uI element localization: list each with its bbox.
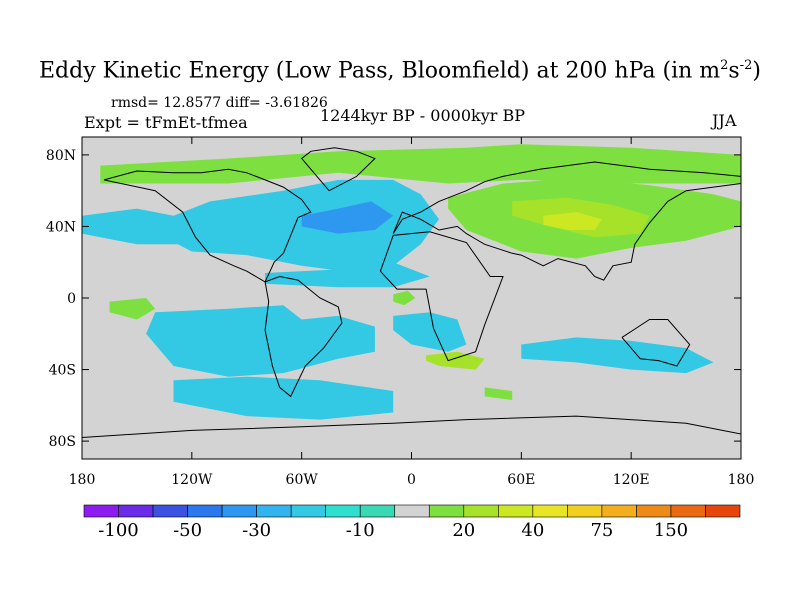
- title-close-paren: ): [752, 58, 761, 84]
- anomaly-region-s-indian-green-2: [484, 387, 513, 400]
- colorbar-swatch: [83, 504, 119, 518]
- colorbar-swatch: [394, 504, 430, 518]
- anomaly-region-w-africa-green: [393, 290, 416, 306]
- coastline-0: [103, 168, 312, 283]
- colorbar-swatch: [567, 504, 603, 518]
- anomaly-region-s-ocean-sector: [173, 376, 394, 420]
- x-tick-label: 120W: [171, 472, 213, 488]
- y-tick-label: 80S: [49, 434, 76, 450]
- colorbar-swatch: [325, 504, 361, 518]
- coastline-1: [264, 275, 343, 398]
- y-tick-label: 0: [67, 291, 76, 307]
- colorbar-swatch: [187, 504, 223, 518]
- coastline-3: [392, 161, 741, 281]
- title-text: Eddy Kinetic Energy (Low Pass, Bloomfiel…: [39, 58, 721, 84]
- y-tick-label: 40S: [49, 363, 76, 379]
- colorbar-swatch: [705, 504, 741, 518]
- anomaly-region-tropical-atlantic: [265, 262, 430, 288]
- colorbar-swatch: [463, 504, 499, 518]
- colorbar-swatch: [532, 504, 568, 518]
- anomaly-region-s-atlantic: [393, 312, 467, 352]
- colorbar-swatch: [221, 504, 257, 518]
- x-tick-label: 180: [69, 472, 96, 488]
- experiment-label: Expt = tFmEt-tfmea: [84, 113, 248, 132]
- x-tick-label: 60E: [507, 472, 535, 488]
- coastline-4: [379, 231, 504, 362]
- y-tick-label: 80N: [46, 148, 76, 164]
- colorbar-swatch: [359, 504, 396, 518]
- anomaly-region-tropical-pacific-green: [109, 298, 156, 320]
- coastline-5: [621, 319, 691, 367]
- colorbar-label: 40: [521, 520, 544, 541]
- title-superscript-2: -2: [739, 58, 753, 73]
- colorbar-swatch: [636, 504, 672, 518]
- colorbar: -100 -50 -30 -10 20 40 75 150: [83, 504, 741, 541]
- coastline-2: [300, 147, 376, 192]
- colorbar-label: -100: [98, 520, 138, 541]
- colorbar-label: -30: [242, 520, 271, 541]
- y-tick-label: 40N: [46, 219, 76, 235]
- title-unit-s: s: [728, 58, 740, 84]
- anomaly-region-s-indian: [521, 337, 714, 374]
- colorbar-label: -50: [173, 520, 202, 541]
- axis-ticks: 180 120W 60W 0 60E 120E 180 80N 40N 0 40S 80S: [46, 137, 754, 488]
- x-tick-label: 0: [407, 472, 416, 488]
- x-tick-label: 180: [728, 472, 755, 488]
- coastlines: [82, 147, 741, 438]
- colorbar-swatch: [601, 504, 637, 518]
- colorbar-swatch: [290, 504, 326, 518]
- colorbar-swatch: [118, 504, 154, 518]
- colorbar-swatch: [498, 504, 534, 518]
- anomaly-regions: [82, 144, 741, 420]
- colorbar-swatch: [428, 504, 465, 518]
- x-tick-label: 120E: [613, 472, 650, 488]
- anomaly-region-s-indian-green: [426, 351, 485, 370]
- colorbar-swatch: [152, 504, 188, 518]
- colorbar-label: 75: [590, 520, 613, 541]
- title-superscript-1: 2: [720, 58, 729, 73]
- anomaly-region-s-pacific: [146, 305, 375, 377]
- stats-label: rmsd= 12.8577 diff= -3.61826: [111, 95, 328, 111]
- colorbar-label: 20: [452, 520, 475, 541]
- chart-title: Eddy Kinetic Energy (Low Pass, Bloomfiel…: [0, 58, 800, 83]
- x-tick-label: 60W: [286, 472, 319, 488]
- anomaly-region-n-pacific-band: [82, 208, 192, 245]
- colorbar-label: 150: [654, 520, 688, 541]
- anomaly-region-n-atlantic-core: [301, 201, 394, 234]
- colorbar-swatch: [670, 504, 706, 518]
- colorbar-swatch: [256, 504, 292, 518]
- anomaly-region-arctic-band: [100, 144, 741, 184]
- season-label: JJA: [712, 111, 737, 130]
- coastline-6: [82, 415, 741, 438]
- colorbar-label: -10: [346, 520, 375, 541]
- period-label: 1244kyr BP - 0000kyr BP: [320, 106, 525, 125]
- anomaly-region-central-asia-peak: [543, 212, 602, 230]
